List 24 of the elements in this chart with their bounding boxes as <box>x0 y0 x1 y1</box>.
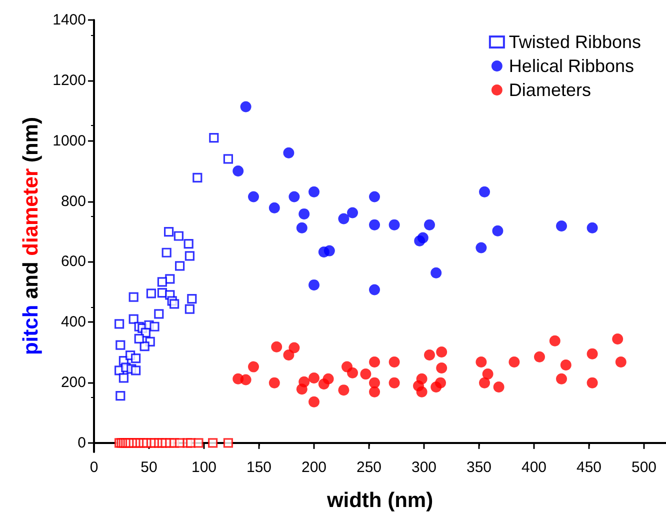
y-axis-title: pitch and diameter (nm) <box>20 116 43 356</box>
y-tick-label: 200 <box>60 374 86 392</box>
x-tick-label: 200 <box>301 459 327 476</box>
x-tick-label: 300 <box>411 459 437 476</box>
y-tick-label: 1200 <box>52 72 86 89</box>
y-tick-label: 800 <box>60 192 86 210</box>
x-tick-label: 250 <box>356 459 382 476</box>
y-tick-label: 400 <box>60 314 86 331</box>
legend-label: Diameters <box>508 80 591 100</box>
x-tick-label: 450 <box>576 459 602 476</box>
x-tick-label: 100 <box>191 459 217 476</box>
x-tick-label: 150 <box>246 459 272 476</box>
x-tick-label: 400 <box>521 459 547 476</box>
x-tick-label: 350 <box>466 459 492 476</box>
x-axis-title: width (nm) <box>326 489 434 512</box>
legend-label: Helical Ribbons <box>508 56 634 76</box>
y-tick-label: 600 <box>60 253 86 270</box>
legend-label: Twisted Ribbons <box>508 32 642 52</box>
x-tick-label: 0 <box>90 459 98 476</box>
y-tick-label: 1400 <box>52 12 86 28</box>
y-tick-label: 1000 <box>52 132 86 150</box>
y-tick-label: 0 <box>78 434 86 452</box>
x-tick-label: 500 <box>631 459 657 476</box>
x-tick-label: 50 <box>140 459 158 476</box>
